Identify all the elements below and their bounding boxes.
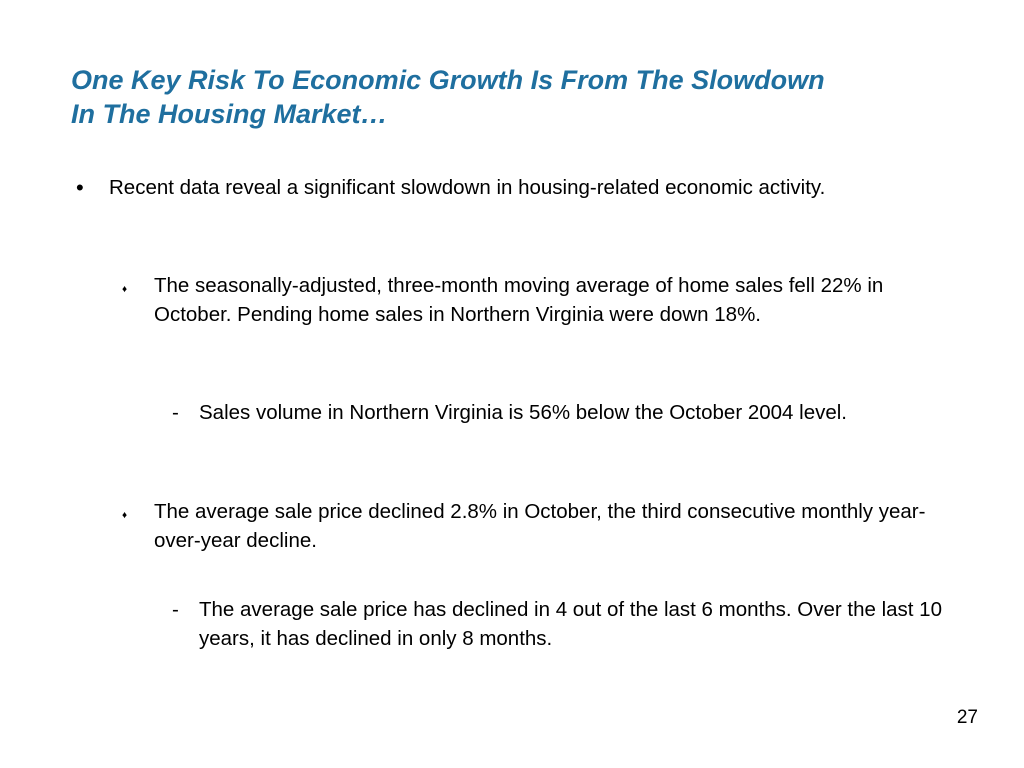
slide-title-line-1: One Key Risk To Economic Growth Is From … [71,65,825,95]
sub-bullet-text: The average sale price declined 2.8% in … [154,500,926,552]
dash-bullet-icon: - [172,401,179,424]
diamond-bullet-icon: ♦ [122,284,128,295]
slide-title: One Key Risk To Economic Growth Is From … [71,63,971,131]
diamond-bullet-icon: ♦ [122,510,128,521]
sub-sub-bullet-text: The average sale price has declined in 4… [199,598,942,650]
bullet-level-1: • Recent data reveal a significant slowd… [76,173,906,202]
dash-bullet-icon: - [172,598,179,621]
page-number: 27 [956,707,978,728]
bullet-text: Recent data reveal a significant slowdow… [109,176,826,199]
sub-bullet-text: The seasonally-adjusted, three-month mov… [154,274,884,326]
bullet-dot-icon: • [76,175,84,200]
slide-title-line-2: In The Housing Market… [71,99,388,129]
sub-sub-bullet-price-history: - The average sale price has declined in… [172,595,942,653]
sub-sub-bullet-sales-volume: - Sales volume in Northern Virginia is 5… [172,398,942,427]
sub-bullet-sale-price: ♦ The average sale price declined 2.8% i… [122,497,952,555]
sub-sub-bullet-text: Sales volume in Northern Virginia is 56%… [199,401,848,424]
sub-bullet-home-sales: ♦ The seasonally-adjusted, three-month m… [122,271,952,329]
